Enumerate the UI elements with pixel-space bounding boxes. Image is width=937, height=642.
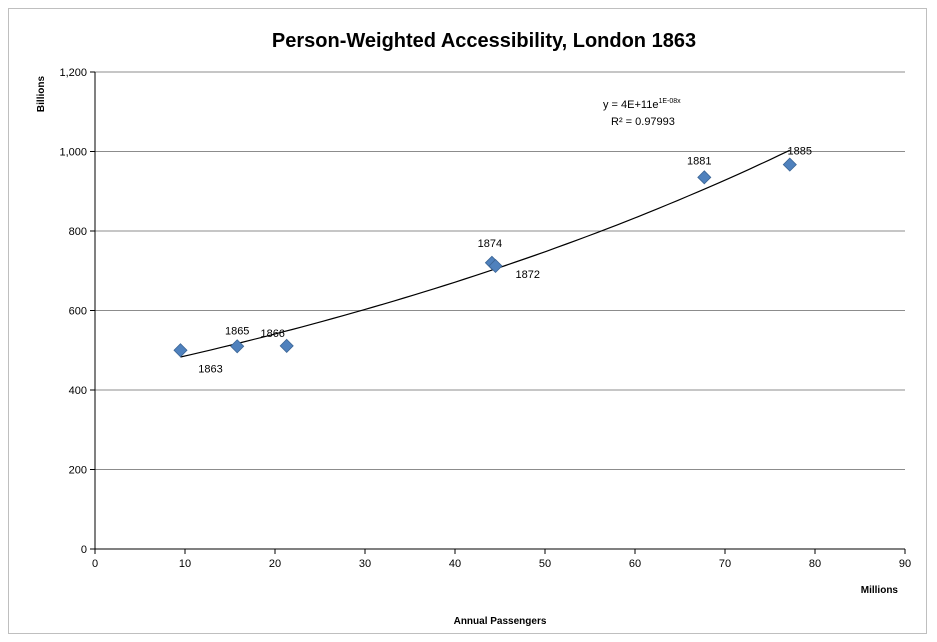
y-tick-label: 1,000 bbox=[59, 147, 87, 159]
x-tick-label: 50 bbox=[539, 558, 551, 570]
point-label-1866: 1866 bbox=[260, 328, 284, 340]
x-axis-title: Annual Passengers bbox=[454, 616, 547, 627]
point-label-1885: 1885 bbox=[788, 146, 812, 158]
data-point-1865 bbox=[231, 340, 244, 353]
x-tick-label: 40 bbox=[449, 558, 461, 570]
x-tick-label: 30 bbox=[359, 558, 371, 570]
point-label-1863: 1863 bbox=[198, 363, 222, 375]
x-tick-label: 10 bbox=[179, 558, 191, 570]
trendline-r-squared: R² = 0.97993 bbox=[611, 116, 675, 128]
x-tick-label: 60 bbox=[629, 558, 641, 570]
trendline-equation: y = 4E+11e1E-08x bbox=[603, 98, 681, 111]
point-label-1874: 1874 bbox=[478, 238, 502, 250]
x-axis-unit-label: Millions bbox=[861, 585, 899, 596]
y-tick-label: 1,200 bbox=[59, 67, 87, 79]
point-label-1872: 1872 bbox=[516, 269, 540, 281]
point-labels: 1863 1865 1866 1874 1872 1881 1885 bbox=[198, 146, 812, 376]
x-axis-ticks: 0 10 20 30 40 50 60 70 80 90 bbox=[92, 549, 911, 570]
trendline-equation-base: y = 4E+11e bbox=[603, 99, 658, 111]
data-point-1863 bbox=[174, 344, 187, 357]
y-tick-label: 0 bbox=[81, 544, 87, 556]
y-axis-ticks: 0 200 400 600 800 1,000 1,200 bbox=[59, 67, 95, 556]
trendline-equation-exponent: 1E-08x bbox=[658, 98, 681, 105]
data-point-1881 bbox=[698, 171, 711, 184]
y-axis-unit-label: Billions bbox=[36, 76, 47, 113]
chart-title: Person-Weighted Accessibility, London 18… bbox=[272, 30, 696, 52]
x-tick-label: 70 bbox=[719, 558, 731, 570]
trendline-group bbox=[181, 150, 790, 357]
y-tick-label: 800 bbox=[69, 226, 87, 238]
gridlines bbox=[95, 72, 905, 470]
data-point-1885 bbox=[783, 158, 796, 171]
x-tick-label: 80 bbox=[809, 558, 821, 570]
x-tick-label: 90 bbox=[899, 558, 911, 570]
point-label-1881: 1881 bbox=[687, 155, 711, 167]
point-label-1865: 1865 bbox=[225, 325, 249, 337]
x-tick-label: 0 bbox=[92, 558, 98, 570]
trendline bbox=[181, 150, 790, 357]
y-tick-label: 400 bbox=[69, 385, 87, 397]
y-tick-label: 600 bbox=[69, 306, 87, 318]
x-tick-label: 20 bbox=[269, 558, 281, 570]
data-point-1866 bbox=[280, 339, 293, 352]
y-tick-label: 200 bbox=[69, 465, 87, 477]
